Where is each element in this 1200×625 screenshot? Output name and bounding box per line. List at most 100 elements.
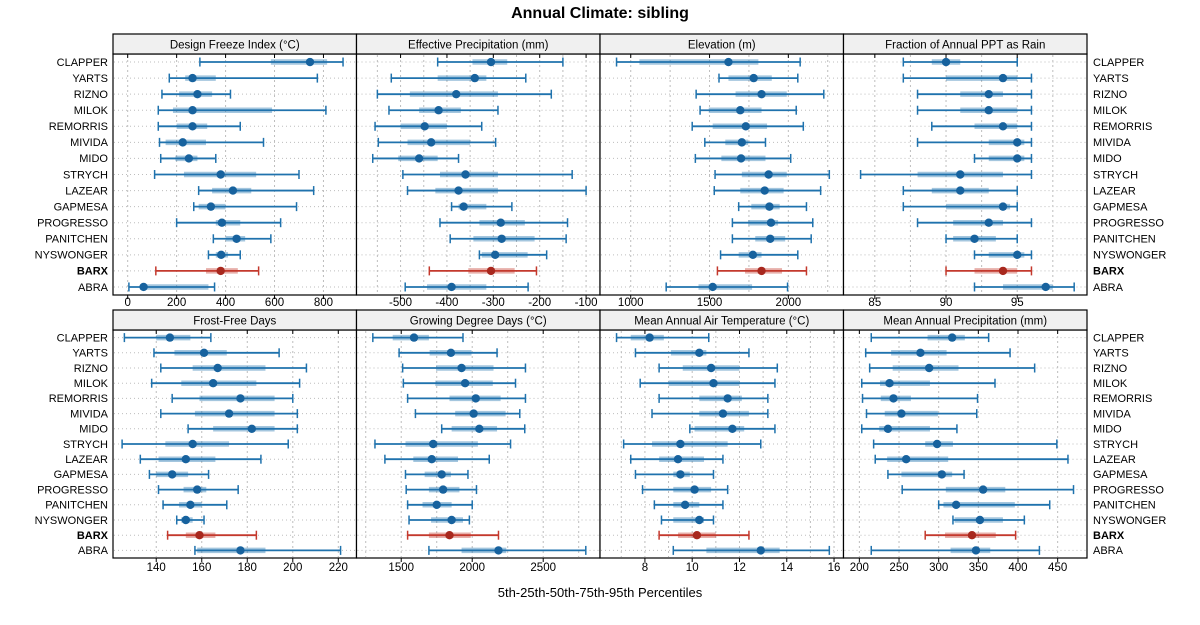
site-label-left: LAZEAR <box>65 454 108 466</box>
interval-row-abra <box>665 282 789 292</box>
interval-row-panitchen <box>937 500 1051 510</box>
site-label-left: NYSWONGER <box>35 515 108 527</box>
median-dot <box>178 138 187 147</box>
tick-label: 450 <box>1048 562 1067 574</box>
interval-row-lazear <box>197 186 315 196</box>
median-dot <box>956 186 965 195</box>
median-dot <box>937 470 947 479</box>
site-label-right: MILOK <box>1093 378 1128 390</box>
tick-label: 250 <box>889 562 908 574</box>
interval-row-clapper <box>372 333 464 343</box>
interval-row-gapmesa <box>902 202 1018 212</box>
median-dot <box>984 106 993 115</box>
site-label-right: REMORRIS <box>1093 393 1152 405</box>
interval-row-mivida <box>160 409 299 419</box>
site-label-left: MILOK <box>74 105 109 117</box>
interval-row-lazear <box>874 454 1069 464</box>
median-dot <box>883 424 893 433</box>
median-dot <box>764 170 773 179</box>
interval-row-rizno <box>658 363 779 373</box>
interval-row-gapmesa <box>404 469 469 479</box>
interval-row-gapmesa <box>450 202 513 212</box>
interval-row-rizno <box>916 89 1033 99</box>
median-dot <box>216 266 225 276</box>
site-label-right: RIZNO <box>1093 363 1128 375</box>
site-label-column: CLAPPER CLAPPER YARTS YARTS RIZNO RIZNO MILOK M… <box>35 332 1167 557</box>
interval-row-lazear <box>713 186 822 196</box>
median-dot <box>236 394 245 403</box>
interval-row-mivida <box>414 409 521 419</box>
median-dot <box>490 250 500 260</box>
tick-label: 400 <box>1008 562 1027 574</box>
median-dot <box>461 170 470 179</box>
median-dot <box>947 333 957 342</box>
median-dot <box>437 470 446 479</box>
tick-label: -400 <box>435 297 458 308</box>
site-label-left: BARX <box>77 530 109 542</box>
tick-label: 160 <box>192 562 211 574</box>
interval-row-strych <box>402 170 573 179</box>
interval-row-panitchen <box>449 234 567 244</box>
chart-title: Annual Climate: sibling <box>511 5 689 22</box>
tick-label: 140 <box>147 562 166 574</box>
interval-row-strych <box>872 439 1058 449</box>
interval-row-panitchen <box>212 234 272 244</box>
site-label-right: RIZNO <box>1093 89 1128 101</box>
site-label-right: YARTS <box>1093 348 1129 360</box>
interval-row-remorris <box>861 393 979 403</box>
median-dot <box>766 218 776 227</box>
median-dot <box>897 409 906 418</box>
median-dot <box>998 73 1008 83</box>
site-label-left: STRYCH <box>63 169 108 181</box>
median-dot <box>718 409 728 418</box>
median-dot <box>188 122 197 131</box>
panel-header-label: Fraction of Annual PPT as Rain <box>885 40 1045 52</box>
interval-row-nyswonger <box>973 250 1033 260</box>
median-dot <box>486 57 496 67</box>
interval-row-strych <box>622 439 762 449</box>
site-label-column: CLAPPER CLAPPER YARTS YARTS RIZNO RIZNO MILOK M… <box>35 57 1167 294</box>
panel-mean-annual-precipitation-mm: 200 250 300 350 400 450 Mean Annual Precipitat… <box>842 309 1088 574</box>
interval-row-mivida <box>377 137 497 147</box>
median-dot <box>224 409 234 418</box>
median-dot <box>924 363 934 373</box>
median-dot <box>975 515 985 525</box>
tick-label: 1500 <box>697 297 723 308</box>
interval-row-remorris <box>406 393 527 403</box>
site-label-right: NYSWONGER <box>1093 250 1166 262</box>
median-dot <box>447 282 456 292</box>
site-label-right: GAPMESA <box>1093 201 1148 213</box>
median-dot <box>247 424 257 433</box>
interval-row-lazear <box>139 454 262 464</box>
site-label-right: LAZEAR <box>1093 454 1136 466</box>
median-dot <box>970 234 979 243</box>
site-label-right: PROGRESSO <box>1093 218 1164 230</box>
site-label-right: BARX <box>1093 530 1125 542</box>
panel-growing-degree-days-c: 1500 2000 2500 Growing Degree Days (°C) <box>355 309 601 574</box>
interval-row-remorris <box>931 121 1033 131</box>
panel-design-freeze-index-c: 0 200 400 600 800 Design Freeze Index (°C) <box>112 33 358 308</box>
median-dot <box>723 394 732 403</box>
interval-row-panitchen <box>731 234 812 244</box>
panel-header <box>842 33 1088 55</box>
median-dot <box>984 89 993 99</box>
site-label-left: ABRA <box>78 282 109 294</box>
tick-label: 180 <box>238 562 257 574</box>
median-dot <box>432 500 441 509</box>
panel-header-label: Mean Annual Precipitation (mm) <box>883 316 1047 328</box>
site-label-left: MIVIDA <box>70 137 109 149</box>
median-dot <box>434 106 443 115</box>
median-dot <box>728 424 737 433</box>
median-dot <box>736 154 746 163</box>
interval-row-rizno <box>160 363 308 373</box>
interval-row-clapper <box>615 333 710 343</box>
interval-row-abra <box>194 545 342 555</box>
interval-row-barx <box>945 266 1033 276</box>
interval-row-rizno <box>376 89 553 99</box>
median-dot <box>459 202 468 211</box>
interval-row-mido <box>689 424 776 434</box>
median-dot <box>956 170 965 179</box>
panel-grid-top: CLAPPER CLAPPER YARTS YARTS RIZNO RIZNO MILOK M… <box>35 33 1167 308</box>
median-dot <box>454 186 463 195</box>
interval-row-milok <box>699 105 797 115</box>
